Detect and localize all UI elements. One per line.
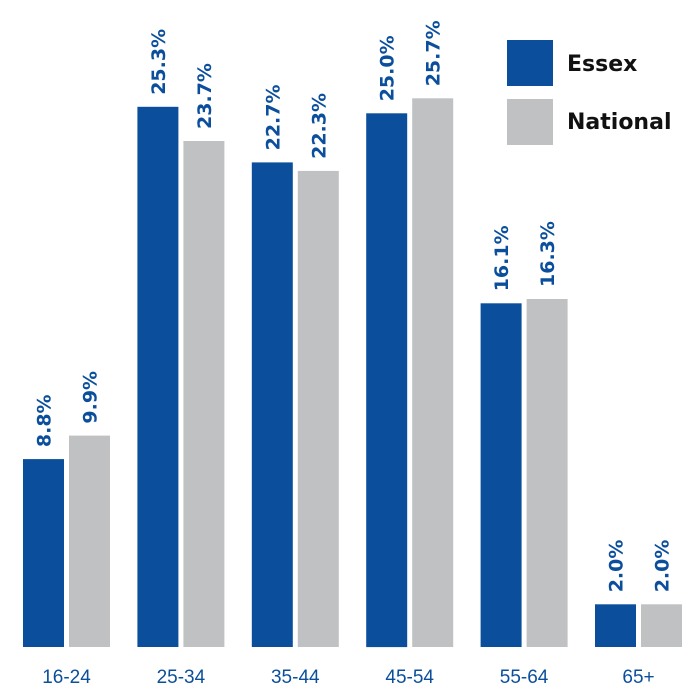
bar-essex-16-24 [23, 459, 64, 647]
bar-essex-25-34 [137, 106, 179, 648]
bar-essex-65plus [595, 604, 636, 647]
legend-label-national: National [567, 110, 671, 135]
data-label-national-55-64: 16.3% [537, 221, 559, 287]
data-label-national-16-24: 9.9% [80, 371, 102, 424]
data-label-national-25-34: 23.7% [194, 63, 216, 129]
data-label-national-35-44: 22.3% [308, 93, 330, 159]
data-label-essex-25-34: 25.3% [148, 29, 170, 95]
bar-essex-55-64 [480, 303, 522, 647]
tick-label-55-64: 55-64 [500, 667, 549, 688]
legend-swatch-essex [507, 40, 553, 86]
bar-essex-45-54 [366, 113, 408, 648]
tick-label-45-54: 45-54 [385, 667, 434, 688]
data-label-national-65plus: 2.0% [652, 540, 674, 593]
data-label-essex-55-64: 16.1% [491, 225, 513, 291]
bar-labels-group: 8.8% 9.9% 25.3% 23.7% 22.7% 22.3% 25.0% 25.7% 16… [34, 20, 674, 592]
bars-group [23, 98, 682, 648]
bar-national-45-54 [412, 98, 454, 648]
tick-label-16-24: 16-24 [42, 667, 91, 688]
x-axis-tick-labels: 16-24 25-34 35-44 45-54 55-64 65+ [42, 667, 654, 688]
bar-national-35-44 [297, 170, 339, 647]
bar-national-25-34 [183, 141, 225, 647]
bar-essex-35-44 [251, 162, 293, 647]
legend: Essex National [507, 40, 671, 145]
data-label-essex-35-44: 22.7% [262, 84, 284, 150]
bar-national-65plus [641, 604, 682, 647]
data-label-essex-65plus: 2.0% [606, 540, 628, 593]
data-label-essex-16-24: 8.8% [34, 394, 56, 447]
legend-swatch-national [507, 99, 553, 145]
data-label-national-45-54: 25.7% [423, 20, 445, 86]
tick-label-65plus: 65+ [622, 667, 654, 688]
tick-label-35-44: 35-44 [271, 667, 320, 688]
tick-label-25-34: 25-34 [157, 667, 206, 688]
bar-national-55-64 [526, 299, 568, 647]
legend-label-essex: Essex [567, 52, 637, 77]
bar-national-16-24 [69, 435, 110, 647]
data-label-essex-45-54: 25.0% [377, 35, 399, 101]
